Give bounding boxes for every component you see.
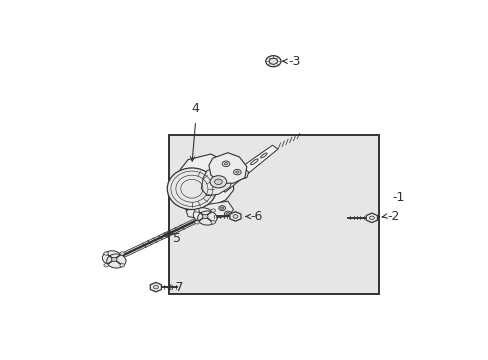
Circle shape (106, 254, 126, 268)
Ellipse shape (260, 153, 266, 158)
Circle shape (103, 264, 108, 267)
Polygon shape (215, 145, 277, 192)
Text: -6: -6 (250, 210, 263, 223)
Text: 4: 4 (191, 102, 199, 115)
Circle shape (197, 211, 217, 225)
Circle shape (103, 252, 108, 255)
Circle shape (210, 209, 215, 212)
Circle shape (232, 215, 238, 218)
Ellipse shape (250, 159, 258, 165)
Circle shape (210, 221, 215, 224)
Circle shape (214, 179, 222, 185)
Circle shape (196, 208, 203, 213)
Circle shape (233, 169, 241, 175)
Circle shape (220, 207, 223, 209)
Circle shape (202, 214, 207, 219)
Text: -1: -1 (392, 190, 404, 203)
Circle shape (265, 56, 280, 67)
Circle shape (224, 211, 231, 216)
Circle shape (194, 221, 199, 224)
Circle shape (268, 58, 277, 64)
Polygon shape (208, 153, 246, 183)
Polygon shape (173, 154, 233, 210)
Circle shape (194, 209, 199, 212)
Polygon shape (186, 201, 233, 219)
Text: -2: -2 (386, 210, 399, 223)
Text: -7: -7 (171, 281, 183, 294)
Polygon shape (229, 167, 248, 180)
Circle shape (193, 208, 212, 222)
Text: -3: -3 (288, 55, 300, 68)
Circle shape (102, 251, 122, 265)
Circle shape (226, 212, 229, 215)
Polygon shape (366, 213, 377, 222)
Circle shape (120, 252, 124, 255)
Polygon shape (150, 283, 161, 292)
Circle shape (235, 171, 238, 173)
Circle shape (198, 210, 201, 212)
Text: 5: 5 (172, 232, 181, 245)
Polygon shape (229, 212, 241, 221)
Circle shape (120, 264, 124, 267)
Circle shape (222, 161, 229, 167)
Circle shape (210, 176, 226, 188)
Bar (169, 135, 379, 294)
Circle shape (204, 217, 209, 221)
Circle shape (368, 216, 374, 220)
Circle shape (202, 216, 211, 223)
Circle shape (111, 257, 117, 261)
Ellipse shape (167, 168, 216, 210)
Circle shape (224, 163, 227, 165)
Circle shape (218, 206, 225, 211)
Circle shape (153, 285, 158, 289)
Polygon shape (201, 167, 233, 195)
